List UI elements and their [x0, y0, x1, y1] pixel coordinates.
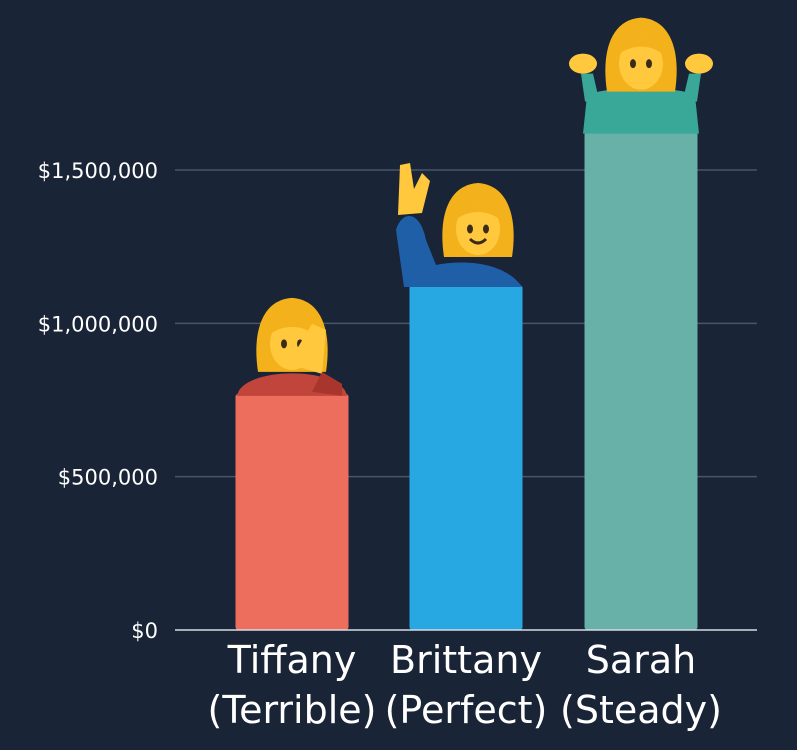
y-axis-ticks: $0 $500,000 $1,000,000 $1,500,000	[38, 159, 158, 643]
eye-shape	[483, 224, 489, 234]
arm-shape	[312, 371, 342, 396]
bars	[235, 131, 698, 630]
hand-shape	[398, 163, 430, 215]
x-tick-label: (Perfect)	[385, 688, 548, 732]
eye-shape	[646, 59, 652, 69]
sweater-shape	[396, 216, 522, 287]
bangs-shape	[454, 203, 502, 221]
bangs-shape	[268, 317, 316, 336]
x-tick-label: Sarah	[586, 638, 696, 682]
eye-shape	[467, 224, 473, 234]
x-tick-label: (Steady)	[560, 688, 722, 732]
y-tick-label: $1,000,000	[38, 312, 158, 336]
bangs-shape	[617, 37, 665, 56]
bar	[409, 285, 523, 630]
bar	[584, 131, 698, 630]
woman-raising-hand-icon	[396, 163, 522, 287]
hand-shape	[569, 53, 597, 74]
y-tick-label: $1,500,000	[38, 159, 158, 183]
x-tick-label: Brittany	[390, 638, 542, 682]
eye-shape	[630, 59, 636, 69]
face-shape	[456, 203, 500, 255]
y-tick-label: $0	[131, 619, 158, 643]
arm-shape	[581, 73, 599, 102]
y-tick-label: $500,000	[58, 466, 158, 490]
x-tick-label: (Terrible)	[208, 688, 377, 732]
bar	[235, 393, 349, 630]
face-shape	[619, 37, 663, 90]
hand-shape	[685, 53, 713, 74]
hand-shape	[288, 323, 326, 374]
smile-shape	[468, 237, 488, 245]
eye-shape	[281, 339, 287, 349]
arm-shape	[683, 73, 701, 102]
woman-shrugging-icon	[569, 17, 713, 134]
figures	[237, 17, 713, 396]
woman-facepalming-icon	[237, 297, 347, 396]
sweater-shape	[583, 88, 699, 134]
x-tick-label: Tiffany	[227, 638, 357, 682]
x-axis-labels: Tiffany (Terrible) Brittany (Perfect) Sarah (…	[208, 638, 722, 732]
